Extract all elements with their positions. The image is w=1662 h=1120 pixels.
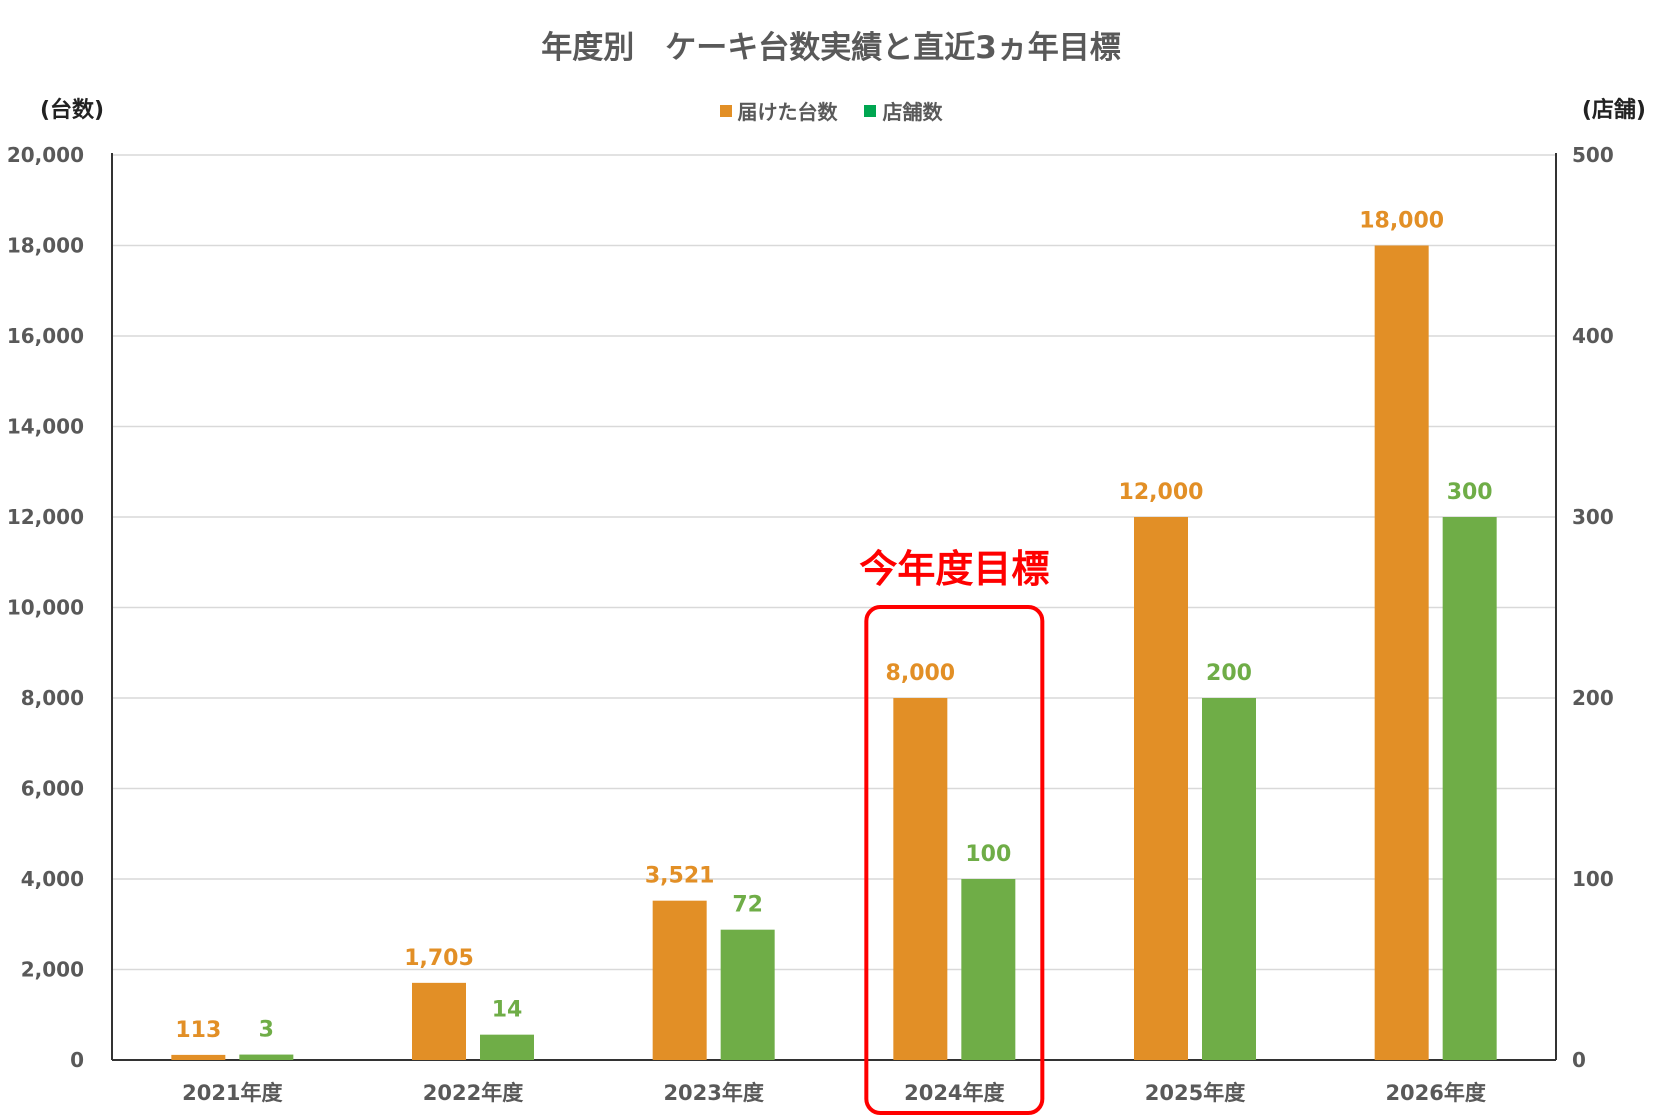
y-tick-label-right: 200: [1572, 686, 1614, 710]
data-label-units: 3,521: [645, 864, 715, 889]
bar-stores: [480, 1034, 534, 1060]
data-label-stores: 72: [732, 893, 763, 918]
legend-swatch-units: [719, 104, 732, 117]
left-axis-unit-label: (台数): [40, 98, 105, 123]
x-tick-label: 2023年度: [663, 1081, 763, 1105]
bar-stores: [720, 929, 775, 1060]
y-tick-label-right: 400: [1572, 324, 1614, 348]
x-tick-label: 2021年度: [182, 1081, 282, 1105]
data-label-units: 1,705: [404, 946, 474, 971]
y-tick-label-left: 20,000: [7, 143, 84, 167]
legend: 届けた台数 店舗数: [0, 96, 1662, 125]
legend-label-stores: 店舗数: [882, 100, 943, 124]
data-label-stores: 14: [492, 998, 523, 1023]
data-label-stores: 3: [259, 1018, 274, 1043]
highlight-box: [864, 605, 1045, 1115]
x-tick-label: 2025年度: [1145, 1081, 1245, 1105]
data-label-units: 113: [175, 1018, 221, 1043]
data-label-stores: 100: [965, 842, 1011, 867]
y-tick-label-right: 0: [1572, 1048, 1586, 1072]
bar-units: [171, 1054, 226, 1060]
legend-item-units: 届けた台数: [719, 96, 838, 125]
data-label-units: 12,000: [1119, 480, 1204, 505]
bar-units: [652, 900, 707, 1060]
y-tick-label-left: 14,000: [7, 415, 84, 439]
legend-label-units: 届けた台数: [737, 100, 838, 124]
bar-stores: [239, 1054, 294, 1060]
bar-units: [412, 982, 466, 1060]
bar-units: [1374, 245, 1429, 1060]
y-tick-label-left: 10,000: [7, 596, 84, 620]
data-label-stores: 200: [1206, 661, 1252, 686]
y-tick-label-left: 0: [70, 1048, 84, 1072]
y-tick-label-left: 6,000: [21, 777, 84, 801]
data-label-units: 8,000: [886, 661, 956, 686]
right-axis-unit-label: (店舗): [1581, 98, 1646, 123]
y-tick-label-left: 12,000: [7, 505, 84, 529]
y-tick-label-right: 500: [1572, 143, 1614, 167]
bar-stores: [961, 879, 1016, 1060]
x-tick-label: 2022年度: [423, 1081, 523, 1105]
annotation-label: 今年度目標: [859, 547, 1049, 591]
x-tick-label: 2026年度: [1385, 1081, 1485, 1105]
y-tick-label-right: 100: [1572, 867, 1614, 891]
bar-units: [893, 698, 948, 1060]
y-tick-label-left: 2,000: [21, 958, 84, 982]
legend-swatch-stores: [864, 104, 877, 117]
y-tick-label-left: 16,000: [7, 324, 84, 348]
x-tick-label: 2024年度: [904, 1081, 1004, 1105]
y-tick-label-left: 18,000: [7, 234, 84, 258]
y-tick-label-left: 4,000: [21, 867, 84, 891]
legend-item-stores: 店舗数: [864, 96, 942, 125]
y-tick-label-left: 8,000: [21, 686, 84, 710]
data-label-stores: 300: [1447, 480, 1493, 505]
bar-stores: [1202, 698, 1256, 1060]
bar-units: [1134, 517, 1188, 1060]
y-tick-label-right: 300: [1572, 505, 1614, 529]
chart-title: 年度別 ケーキ台数実績と直近3ヵ年目標: [541, 30, 1121, 66]
bar-stores: [1442, 517, 1497, 1060]
data-label-units: 18,000: [1359, 209, 1444, 234]
